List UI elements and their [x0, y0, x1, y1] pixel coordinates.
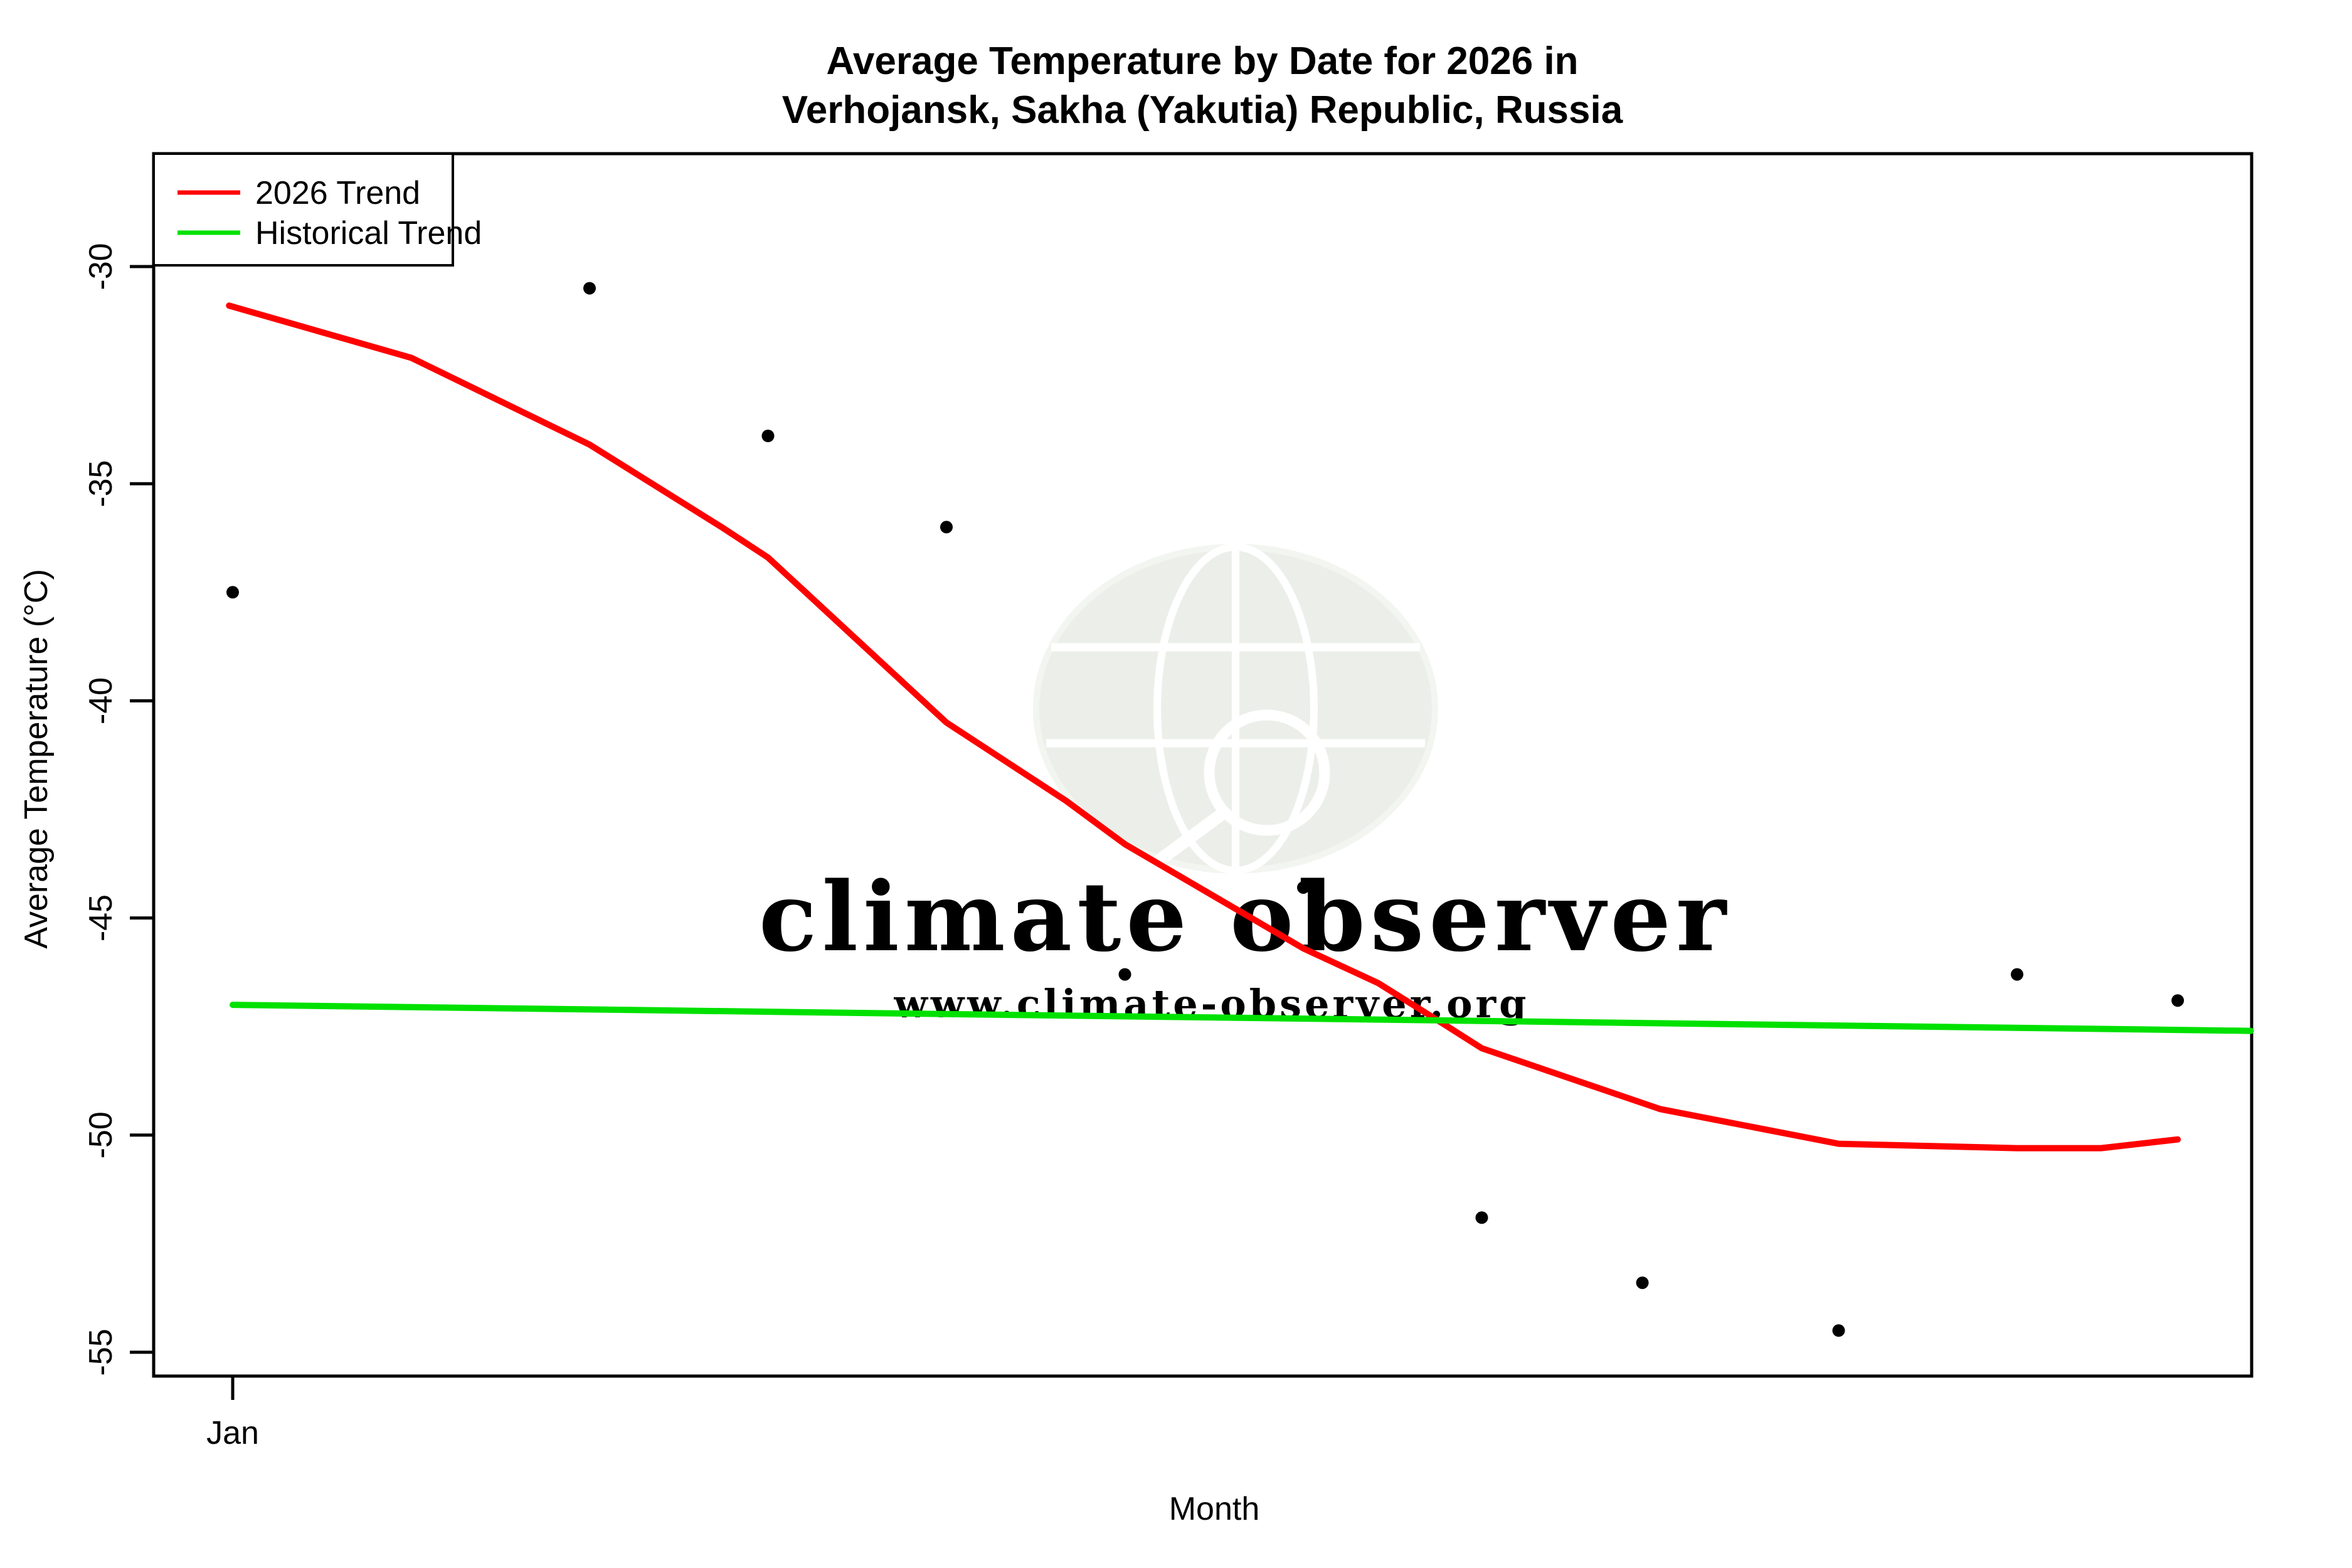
data-point	[2171, 994, 2185, 1007]
magnifier-handle-icon	[1153, 808, 1228, 867]
data-point	[761, 430, 775, 442]
chart-title-line2: Verhojansk, Sakha (Yakutia) Republic, Ru…	[782, 88, 1623, 132]
y-tick-label: -35	[83, 460, 119, 507]
legend-label-historical-trend: Historical Trend	[255, 215, 482, 252]
data-point	[583, 282, 596, 295]
data-point	[1118, 968, 1131, 981]
x-tick-label: Jan	[206, 1415, 259, 1451]
2026-trend-line	[226, 302, 2181, 1152]
globe-watermark-icon	[1033, 543, 1438, 874]
chart-title-line1: Average Temperature by Date for 2026 in	[826, 40, 1578, 83]
y-tick-label: -45	[83, 894, 119, 941]
data-point	[1297, 881, 1310, 894]
scatter-points	[226, 282, 2185, 1337]
y-tick-label: -40	[83, 677, 119, 724]
y-tick-label: -50	[83, 1111, 119, 1158]
watermark-text: climate observer	[759, 861, 1731, 973]
magnifier-lens-icon	[1204, 709, 1330, 836]
y-tick-label: -30	[83, 243, 119, 290]
trend-lines	[226, 302, 2254, 1152]
plot-border	[152, 152, 2254, 1378]
y-axis-label: Average Temperature (°C)	[18, 569, 55, 949]
legend: 2026 Trend Historical Trend	[152, 152, 482, 267]
data-point	[1475, 1211, 1488, 1224]
legend-box	[152, 152, 454, 267]
data-point	[1832, 1324, 1845, 1337]
y-tick-label: -55	[83, 1328, 119, 1375]
x-axis-label: Month	[1169, 1491, 1260, 1527]
historical-trend-line	[230, 1002, 2254, 1034]
data-point	[940, 521, 953, 534]
legend-label-2026-trend: 2026 Trend	[255, 175, 420, 211]
y-axis-ticks: -30 -35 -40 -45 -50 -55	[83, 243, 154, 1376]
x-axis-ticks: Jan	[206, 1376, 259, 1451]
data-point	[1636, 1276, 1649, 1290]
data-point	[226, 586, 239, 599]
data-point	[2011, 968, 2023, 981]
